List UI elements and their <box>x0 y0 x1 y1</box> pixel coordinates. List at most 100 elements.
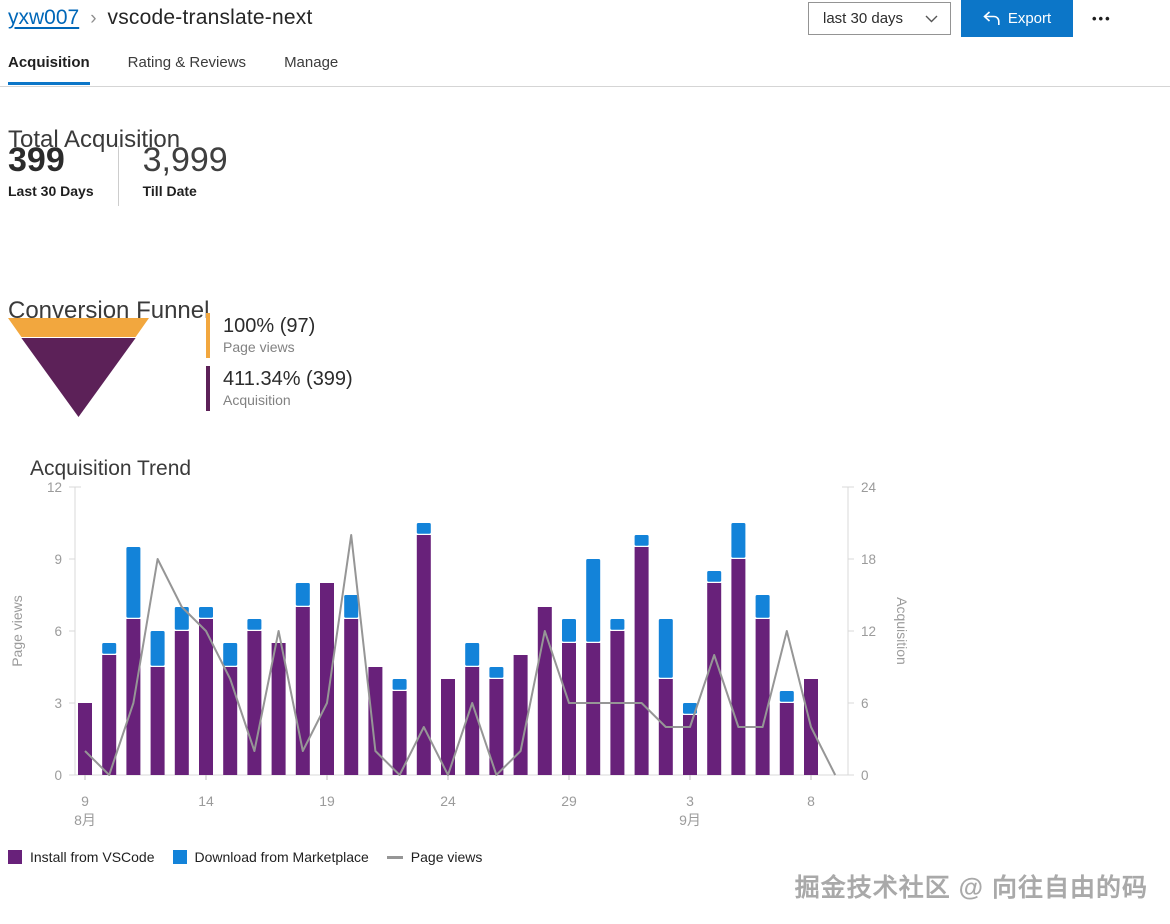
svg-text:19: 19 <box>319 793 335 809</box>
bar-download <box>707 571 722 582</box>
bar-install <box>465 667 480 775</box>
bar-install <box>731 559 746 775</box>
svg-text:6: 6 <box>54 624 62 639</box>
stat-last-30-label: Last 30 Days <box>8 182 94 199</box>
svg-text:9: 9 <box>81 793 89 809</box>
export-button[interactable]: Export <box>961 0 1073 37</box>
bar-install <box>199 619 213 775</box>
bar-download <box>247 619 262 630</box>
bar-download <box>199 607 213 618</box>
bar-download <box>755 595 770 618</box>
svg-text:0: 0 <box>861 768 869 783</box>
svg-text:9月: 9月 <box>679 812 701 828</box>
chart-axes: 0 3 6 9 12 0 6 12 18 24 9 8月 14 19 24 29 3 9月 8 Page views A… <box>9 480 910 828</box>
bar-download <box>174 607 189 630</box>
bar-download <box>489 667 504 678</box>
bar-install <box>489 679 504 775</box>
bar-install <box>562 643 576 775</box>
stat-till-date: 3,999 Till Date <box>142 141 228 199</box>
chevron-down-icon <box>925 15 938 22</box>
breadcrumb-separator-icon: › <box>90 7 97 29</box>
bar-download <box>731 523 746 558</box>
bar-install <box>102 655 117 775</box>
legend-swatch-line <box>386 855 403 859</box>
export-icon <box>983 11 1000 25</box>
tab-acquisition[interactable]: Acquisition <box>8 54 90 85</box>
bar-install <box>271 643 286 775</box>
svg-text:18: 18 <box>861 552 876 567</box>
svg-text:Acquisition: Acquisition <box>894 597 910 665</box>
bar-download <box>102 643 117 654</box>
bar-install <box>223 667 238 775</box>
svg-text:0: 0 <box>54 768 62 783</box>
bar-download <box>416 523 431 534</box>
funnel-stage-acquisition: 411.34% (399) Acquisition <box>206 366 353 411</box>
divider <box>0 86 1170 87</box>
funnel-stage-value: 100% (97) <box>223 315 316 337</box>
bar-download <box>683 703 697 714</box>
bar-install <box>78 703 92 775</box>
legend-label: Install from VSCode <box>30 849 155 865</box>
svg-text:12: 12 <box>47 480 62 495</box>
bar-download <box>295 583 310 606</box>
export-label: Export <box>1007 10 1052 27</box>
funnel-stage-page-views-shape <box>8 318 149 337</box>
total-acquisition-heading: Total Acquisition <box>8 125 181 153</box>
svg-text:24: 24 <box>440 793 456 809</box>
bar-install <box>247 631 262 775</box>
tab-rating-reviews[interactable]: Rating & Reviews <box>127 54 247 71</box>
bar-install <box>755 619 770 775</box>
legend-label: Page views <box>410 849 483 865</box>
total-acquisition-stats: 399 Last 30 Days 3,999 Till Date <box>8 141 228 206</box>
bar-download <box>150 631 165 666</box>
funnel-graphic <box>8 318 149 417</box>
stat-last-30-value: 399 <box>8 141 65 179</box>
acquisition-trend-heading: Acquisition Trend <box>30 457 192 480</box>
bar-download <box>634 535 649 546</box>
stat-till-date-value: 3,999 <box>142 141 228 179</box>
bar-install <box>441 679 455 775</box>
tab-manage[interactable]: Manage <box>284 54 339 71</box>
svg-text:29: 29 <box>561 793 577 809</box>
chart-bars <box>78 523 818 775</box>
bar-download <box>610 619 625 630</box>
bar-install <box>779 703 794 775</box>
watermark: 掘金技术社区 @ 向往自由的码 <box>794 874 1148 902</box>
bar-install <box>683 715 697 775</box>
bar-download <box>344 595 359 618</box>
bar-install <box>513 655 528 775</box>
page-views-line <box>84 534 837 776</box>
date-range-dropdown[interactable]: last 30 days <box>808 2 951 35</box>
bar-download <box>392 679 407 690</box>
bar-download <box>658 619 673 678</box>
stat-till-date-label: Till Date <box>142 182 197 199</box>
chart-legend: Install from VSCode Download from Market… <box>8 849 482 865</box>
more-menu-button[interactable]: ••• <box>1092 11 1112 26</box>
svg-text:6: 6 <box>861 696 869 711</box>
bar-install <box>634 547 649 775</box>
svg-text:24: 24 <box>861 480 877 495</box>
tab-bar: Acquisition Rating & Reviews Manage <box>8 54 338 85</box>
funnel-stages: 100% (97) Page views 411.34% (399) Acqui… <box>206 313 353 419</box>
chart-page-views-line <box>84 534 837 776</box>
funnel-stage-value: 411.34% (399) <box>223 368 353 390</box>
svg-text:12: 12 <box>861 624 876 639</box>
svg-text:3: 3 <box>54 696 62 711</box>
divider <box>117 146 119 206</box>
svg-text:8: 8 <box>807 793 815 809</box>
breadcrumb: yxw007 › vscode-translate-next <box>8 6 313 30</box>
legend-item-download-from-marketplace: Download from Marketplace <box>172 849 369 865</box>
bar-install <box>344 619 359 775</box>
bar-download <box>223 643 238 666</box>
svg-text:9: 9 <box>54 552 62 567</box>
breadcrumb-publisher-link[interactable]: yxw007 <box>8 6 80 29</box>
bar-download <box>586 559 601 642</box>
bar-install <box>392 691 407 775</box>
bar-install <box>150 667 165 775</box>
funnel-stage-acquisition-shape <box>21 338 136 417</box>
funnel-stage-page-views: 100% (97) Page views <box>206 313 353 358</box>
bar-install <box>368 667 383 775</box>
bar-install <box>416 535 431 775</box>
legend-swatch-purple <box>8 850 22 864</box>
bar-download <box>465 643 480 666</box>
